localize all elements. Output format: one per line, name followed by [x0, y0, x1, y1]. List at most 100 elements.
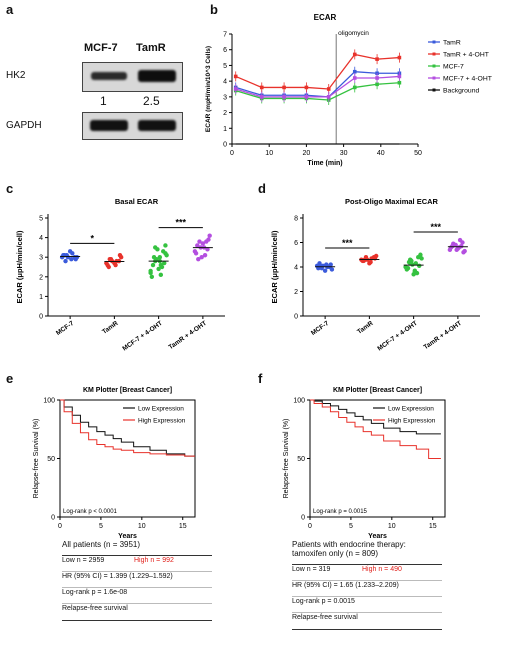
- x-tick-label: 5: [99, 523, 103, 530]
- y-tick-label: 3: [39, 255, 43, 262]
- y-tick-label: 50: [47, 456, 55, 463]
- data-point: [419, 256, 424, 261]
- legend-label: Low Expression: [138, 406, 184, 413]
- data-point: [195, 243, 200, 248]
- y-tick-label: 6: [223, 47, 227, 54]
- data-point: [73, 256, 78, 262]
- table-title: All patients (n = 3951): [62, 540, 212, 556]
- table-row-hr: HR (95% CI) = 1.399 (1.229–1.592): [62, 573, 212, 588]
- y-tick-label: 50: [297, 456, 305, 463]
- panel-c-label: c: [6, 181, 14, 196]
- data-point: [63, 258, 68, 264]
- data-point: [117, 253, 123, 258]
- legend-marker: [432, 40, 436, 44]
- x-tick-label: 15: [429, 523, 437, 530]
- y-tick-label: 0: [223, 142, 227, 149]
- y-axis-label: ECAR (mpH/min/10^3 Cells): [204, 46, 212, 132]
- panel-e-label: e: [6, 371, 14, 386]
- data-point: [372, 256, 378, 261]
- data-point: [205, 247, 210, 252]
- data-point: [448, 245, 454, 250]
- panel-a-label: a: [6, 2, 14, 17]
- table-title-line1: Patients with endocrine therapy:: [292, 540, 406, 549]
- data-point: [375, 82, 379, 87]
- data-point: [304, 85, 309, 90]
- y-axis-label: ECAR (μpH/min/cell): [15, 230, 24, 303]
- y-tick-label: 100: [293, 398, 305, 405]
- data-point: [397, 74, 402, 79]
- data-point: [164, 253, 169, 258]
- blot-hk2: [82, 62, 183, 92]
- data-point: [69, 256, 74, 262]
- x-tick-label: 10: [138, 523, 146, 530]
- table-row-logrank: Log-rank p = 1.6e-08: [62, 589, 212, 604]
- data-point: [156, 266, 161, 272]
- x-axis-label: Years: [368, 533, 387, 540]
- legend-label: TamR: [443, 40, 461, 47]
- data-point: [352, 85, 357, 90]
- y-tick-label: 1: [39, 294, 43, 301]
- y-tick-label: 3: [223, 94, 227, 101]
- data-point: [200, 241, 206, 246]
- data-point: [375, 76, 379, 80]
- data-point: [193, 251, 199, 256]
- y-axis-label: Relapse-free Survival (%): [33, 419, 40, 499]
- y-tick-label: 1: [223, 126, 227, 133]
- data-point: [322, 268, 328, 273]
- series-line: [235, 71, 400, 98]
- data-point: [155, 247, 160, 252]
- data-point: [157, 255, 163, 260]
- western-blot: MCF-7 TamR HK2 1 2.5 GAPDH: [0, 0, 200, 175]
- data-point: [259, 85, 264, 90]
- legend-marker: [432, 76, 436, 80]
- chart-title: KM Plotter [Breast Cancer]: [83, 387, 172, 394]
- x-tick-label: 0: [58, 523, 62, 530]
- low-n: Low n = 2959: [62, 557, 105, 564]
- legend-label: Background: [443, 88, 479, 95]
- x-tick-label: 10: [388, 523, 396, 530]
- data-point: [416, 255, 421, 260]
- band-label-hk2: HK2: [6, 70, 26, 81]
- blot-gapdh: [82, 112, 183, 140]
- x-tick-label: MCF-7: [310, 320, 331, 337]
- data-point: [367, 261, 372, 266]
- x-tick-label: MCF-7: [55, 320, 76, 337]
- x-tick-label: TamR + 4-OHT: [168, 320, 208, 351]
- data-point: [163, 243, 168, 248]
- data-point: [65, 255, 71, 260]
- table-row-n: Low n = 319 High n = 490: [292, 566, 442, 581]
- data-point: [375, 57, 379, 61]
- data-point: [67, 249, 73, 254]
- x-tick-label: 0: [230, 150, 234, 157]
- legend-marker: [432, 52, 436, 56]
- survival-curve: [60, 399, 195, 457]
- ratio-mcf7: 1: [100, 94, 107, 108]
- y-tick-label: 8: [294, 216, 298, 223]
- table-row-endpoint: Relapse-free survival: [62, 605, 212, 621]
- band-hk2-mcf7: [91, 72, 127, 80]
- data-point: [397, 55, 402, 60]
- x-tick-label: 40: [377, 150, 385, 157]
- data-point: [412, 268, 418, 273]
- data-point: [150, 262, 156, 268]
- y-tick-label: 0: [39, 314, 43, 321]
- chart-title: Basal ECAR: [115, 197, 159, 206]
- post-oligo-ecar-chart: Post-Oligo Maximal ECAR 0 2 4 6 8 ECAR (μpH/mi…: [270, 197, 480, 352]
- x-tick-label: MCF-7 + 4-OHT: [121, 320, 163, 353]
- logrank-annotation: Log-rank p = 0.0015: [313, 509, 368, 515]
- y-tick-label: 5: [223, 63, 227, 70]
- x-tick-label: 50: [414, 150, 422, 157]
- data-point: [207, 233, 212, 238]
- x-tick-label: TamR: [101, 320, 120, 336]
- data-point: [352, 69, 357, 74]
- ecar-time-course-chart: ECAR 0 1 2 3 4 5 6 7 0 10 20 30 40 50 Time (min) ECAR (m…: [204, 13, 492, 167]
- y-tick-label: 0: [294, 314, 298, 321]
- x-tick-label: TamR: [356, 320, 375, 336]
- data-point: [413, 261, 419, 266]
- table-title: Patients with endocrine therapy: tamoxif…: [292, 540, 442, 565]
- x-axis-label: Time (min): [307, 160, 342, 167]
- series-line: [235, 53, 400, 90]
- data-point: [352, 76, 357, 80]
- significance-label: *: [90, 233, 94, 243]
- x-tick-label: 10: [265, 150, 273, 157]
